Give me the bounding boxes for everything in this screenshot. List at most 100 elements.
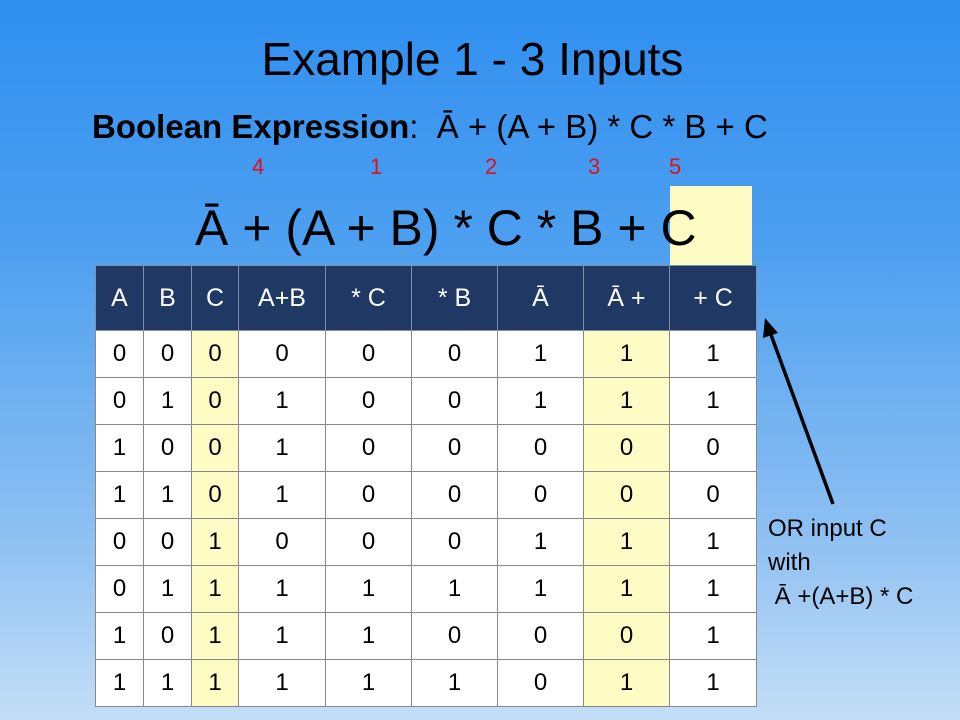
slide-title: Example 1 - 3 Inputs bbox=[261, 33, 684, 85]
table-cell: 1 bbox=[238, 565, 326, 613]
table-cell: 1 bbox=[583, 565, 670, 613]
table-cell: 1 bbox=[669, 518, 757, 566]
table-cell: 1 bbox=[669, 565, 757, 613]
table-cell: 1 bbox=[497, 330, 584, 378]
note-line-1: OR input C bbox=[768, 515, 887, 542]
table-cell: 0 bbox=[143, 330, 192, 378]
table-cell: 0 bbox=[325, 330, 412, 378]
table-cell: 1 bbox=[238, 424, 326, 472]
table-cell: 1 bbox=[191, 659, 239, 707]
table-cell: 0 bbox=[143, 612, 192, 660]
annotation-note: OR input C with Ā +(A+B) * C bbox=[768, 512, 913, 614]
table-cell: 1 bbox=[191, 518, 239, 566]
column-header-and-c: * C bbox=[325, 265, 412, 331]
table-cell: 1 bbox=[191, 565, 239, 613]
table-cell: 0 bbox=[191, 330, 239, 378]
table-cell: 0 bbox=[143, 424, 192, 472]
column-header-c: C bbox=[191, 265, 239, 331]
column-header-not-a: Ā bbox=[497, 265, 584, 331]
expression-label: Boolean Expression bbox=[92, 108, 410, 145]
column-header-or-c: + C bbox=[669, 265, 757, 331]
expression-separator: : bbox=[409, 108, 419, 145]
table-cell: 1 bbox=[669, 377, 757, 425]
order-number-and-b: 3 bbox=[588, 154, 601, 179]
table-cell: 1 bbox=[583, 330, 670, 378]
table-cell: 0 bbox=[411, 518, 498, 566]
table-cell: 0 bbox=[497, 424, 584, 472]
column-header-and-b: * B bbox=[411, 265, 498, 331]
table-cell: 0 bbox=[497, 659, 584, 707]
order-number-and-c: 2 bbox=[485, 154, 498, 179]
note-line-3: Ā +(A+B) * C bbox=[768, 583, 914, 610]
table-cell: 0 bbox=[238, 330, 326, 378]
table-cell: 1 bbox=[411, 565, 498, 613]
table-cell: 0 bbox=[238, 518, 326, 566]
table-cell: 0 bbox=[411, 377, 498, 425]
table-cell: 0 bbox=[411, 612, 498, 660]
note-line-2: with bbox=[768, 549, 811, 576]
table-cell: 1 bbox=[325, 659, 412, 707]
table-cell: 1 bbox=[583, 377, 670, 425]
table-cell: 0 bbox=[497, 612, 584, 660]
table-cell: 0 bbox=[325, 377, 412, 425]
table-cell: 0 bbox=[411, 424, 498, 472]
table-cell: 1 bbox=[191, 612, 239, 660]
table-cell: 0 bbox=[191, 471, 239, 519]
table-cell: 0 bbox=[191, 424, 239, 472]
table-cell: 1 bbox=[95, 659, 144, 707]
table-cell: 1 bbox=[143, 471, 192, 519]
large-expression-highlighted: + C bbox=[617, 200, 697, 256]
table-cell: 0 bbox=[95, 518, 144, 566]
table-cell: 0 bbox=[325, 518, 412, 566]
expression-text: Ā + (A + B) * C * B + C bbox=[436, 108, 768, 145]
table-cell: 0 bbox=[95, 330, 144, 378]
table-cell: 1 bbox=[95, 612, 144, 660]
order-number-a-or-b: 1 bbox=[370, 154, 383, 179]
order-number-not-a: 4 bbox=[252, 154, 265, 179]
column-header-not-a-or: Ā + bbox=[583, 265, 670, 331]
table-cell: 0 bbox=[143, 518, 192, 566]
column-header-a-or-b: A+B bbox=[238, 265, 326, 331]
table-cell: 1 bbox=[669, 612, 757, 660]
table-cell: 1 bbox=[583, 518, 670, 566]
table-cell: 1 bbox=[325, 612, 412, 660]
order-number-or-c: 5 bbox=[669, 154, 682, 179]
arrow-head bbox=[763, 318, 778, 338]
table-cell: 0 bbox=[669, 471, 757, 519]
table-cell: 1 bbox=[238, 659, 326, 707]
table-cell: 0 bbox=[325, 471, 412, 519]
final-step-highlight bbox=[670, 186, 752, 266]
large-expression-main: Ā + (A + B) * C * B bbox=[195, 200, 618, 256]
table-cell: 1 bbox=[583, 659, 670, 707]
table-cell: 0 bbox=[669, 424, 757, 472]
table-cell: 1 bbox=[143, 377, 192, 425]
table-cell: 1 bbox=[238, 612, 326, 660]
arrow-line bbox=[768, 331, 835, 505]
table-cell: 0 bbox=[583, 612, 670, 660]
table-cell: 1 bbox=[238, 471, 326, 519]
table-cell: 0 bbox=[325, 424, 412, 472]
table-cell: 1 bbox=[497, 565, 584, 613]
table-cell: 1 bbox=[325, 565, 412, 613]
column-header-b: B bbox=[143, 265, 192, 331]
boolean-expression-line: Boolean Expression: Ā + (A + B) * C * B … bbox=[92, 108, 768, 146]
table-header-row: A B C A+B * C * B Ā Ā + + C bbox=[95, 265, 757, 331]
large-expression: Ā + (A + B) * C * B + C bbox=[195, 188, 697, 268]
table-cell: 1 bbox=[238, 377, 326, 425]
table-cell: 0 bbox=[583, 471, 670, 519]
table-cell: 0 bbox=[95, 377, 144, 425]
table-cell: 0 bbox=[411, 471, 498, 519]
table-cell: 1 bbox=[669, 659, 757, 707]
table-cell: 0 bbox=[497, 471, 584, 519]
table-cell: 1 bbox=[143, 659, 192, 707]
